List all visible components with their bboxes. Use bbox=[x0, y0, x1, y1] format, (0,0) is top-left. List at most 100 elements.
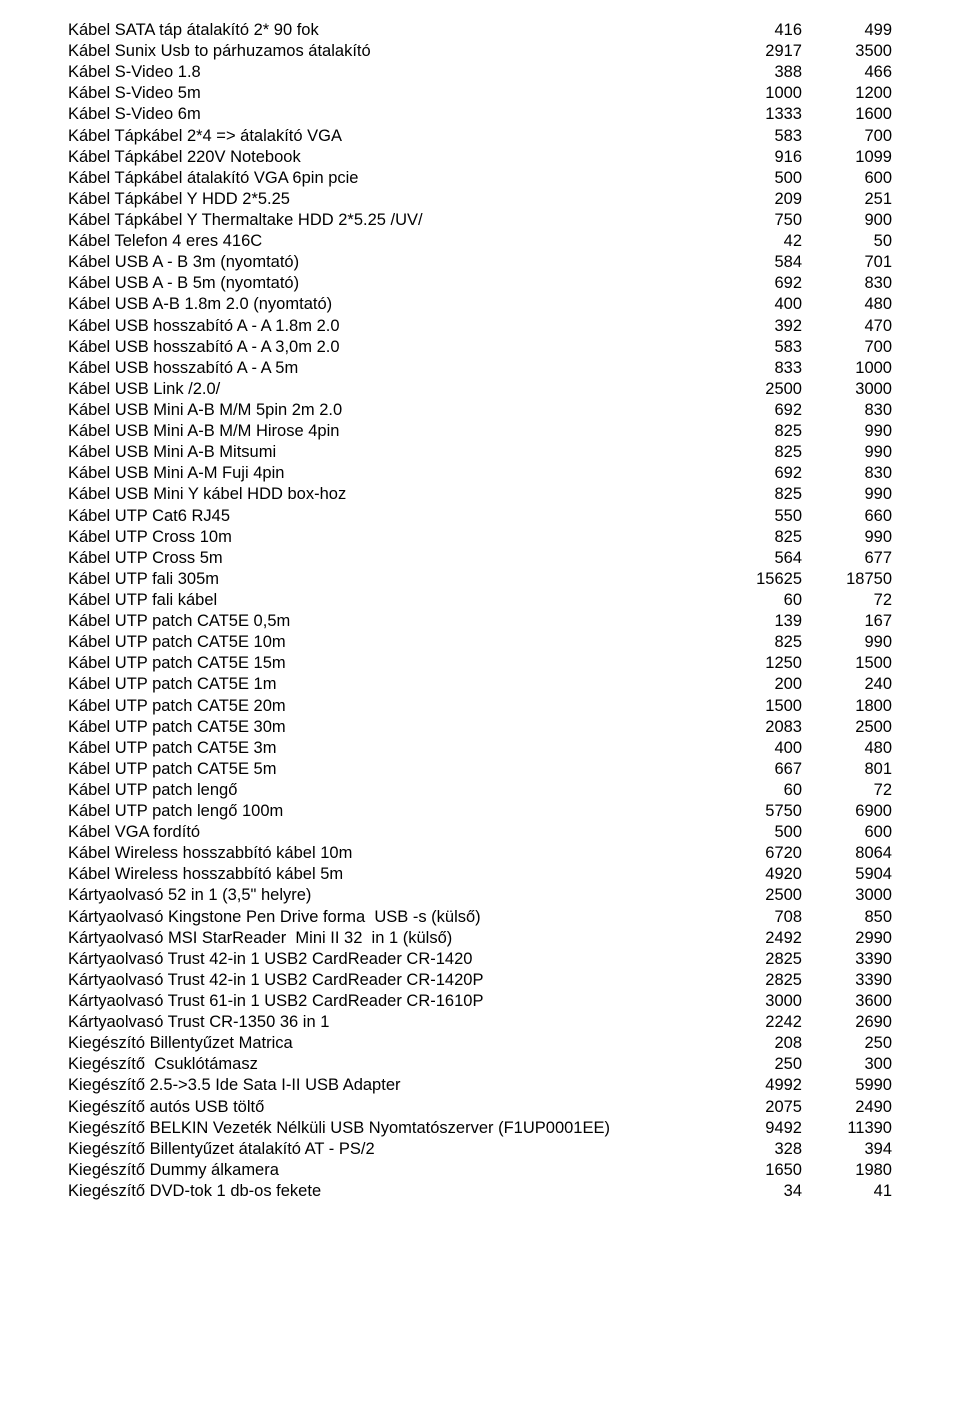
price-col-1: 388 bbox=[712, 62, 802, 83]
price-col-1: 2500 bbox=[712, 885, 802, 906]
price-col-2: 6900 bbox=[802, 801, 892, 822]
product-name: Kábel UTP patch CAT5E 15m bbox=[68, 653, 712, 674]
price-col-2: 700 bbox=[802, 126, 892, 147]
price-col-2: 251 bbox=[802, 189, 892, 210]
price-col-1: 2083 bbox=[712, 717, 802, 738]
price-col-1: 34 bbox=[712, 1181, 802, 1202]
table-row: Kiegészítő 2.5->3.5 Ide Sata I-II USB Ad… bbox=[68, 1075, 892, 1096]
price-col-1: 833 bbox=[712, 358, 802, 379]
table-row: Kártyaolvasó 52 in 1 (3,5" helyre)250030… bbox=[68, 885, 892, 906]
table-row: Kábel Tápkábel 220V Notebook9161099 bbox=[68, 147, 892, 168]
table-row: Kábel Tápkábel Y HDD 2*5.25209251 bbox=[68, 189, 892, 210]
table-row: Kiegészítő Billentyűzet átalakító AT - P… bbox=[68, 1139, 892, 1160]
price-col-1: 1250 bbox=[712, 653, 802, 674]
table-row: Kábel Wireless hosszabbító kábel 5m49205… bbox=[68, 864, 892, 885]
table-row: Kártyaolvasó Trust CR-1350 36 in 1224226… bbox=[68, 1012, 892, 1033]
product-name: Kártyaolvasó Kingstone Pen Drive forma U… bbox=[68, 907, 712, 928]
price-col-1: 250 bbox=[712, 1054, 802, 1075]
price-col-2: 499 bbox=[802, 20, 892, 41]
price-col-1: 4920 bbox=[712, 864, 802, 885]
table-row: Kábel USB hosszabító A - A 1.8m 2.039247… bbox=[68, 316, 892, 337]
product-name: Kábel Telefon 4 eres 416C bbox=[68, 231, 712, 252]
price-col-1: 1500 bbox=[712, 696, 802, 717]
table-row: Kábel S-Video 1.8388466 bbox=[68, 62, 892, 83]
price-col-1: 916 bbox=[712, 147, 802, 168]
price-col-2: 830 bbox=[802, 400, 892, 421]
price-col-1: 584 bbox=[712, 252, 802, 273]
product-name: Kiegészítő Csuklótámasz bbox=[68, 1054, 712, 1075]
price-col-1: 328 bbox=[712, 1139, 802, 1160]
price-col-1: 209 bbox=[712, 189, 802, 210]
price-col-2: 660 bbox=[802, 506, 892, 527]
table-row: Kábel VGA fordító500600 bbox=[68, 822, 892, 843]
price-col-2: 830 bbox=[802, 463, 892, 484]
product-name: Kábel Wireless hosszabbító kábel 5m bbox=[68, 864, 712, 885]
price-col-1: 825 bbox=[712, 442, 802, 463]
price-col-2: 18750 bbox=[802, 569, 892, 590]
price-col-2: 1800 bbox=[802, 696, 892, 717]
price-col-2: 466 bbox=[802, 62, 892, 83]
product-name: Kábel UTP patch CAT5E 30m bbox=[68, 717, 712, 738]
price-col-2: 5904 bbox=[802, 864, 892, 885]
price-col-1: 825 bbox=[712, 527, 802, 548]
product-name: Kártyaolvasó Trust 61-in 1 USB2 CardRead… bbox=[68, 991, 712, 1012]
price-col-1: 692 bbox=[712, 273, 802, 294]
price-col-1: 3000 bbox=[712, 991, 802, 1012]
price-col-1: 5750 bbox=[712, 801, 802, 822]
price-col-2: 41 bbox=[802, 1181, 892, 1202]
table-row: Kártyaolvasó Trust 42-in 1 USB2 CardRead… bbox=[68, 970, 892, 991]
product-name: Kábel USB Mini A-B M/M Hirose 4pin bbox=[68, 421, 712, 442]
table-row: Kiegészító Billentyűzet Matrica208250 bbox=[68, 1033, 892, 1054]
product-name: Kiegészító Billentyűzet Matrica bbox=[68, 1033, 712, 1054]
product-name: Kiegészítő Dummy álkamera bbox=[68, 1160, 712, 1181]
price-col-1: 825 bbox=[712, 632, 802, 653]
product-name: Kábel Wireless hosszabbító kábel 10m bbox=[68, 843, 712, 864]
table-row: Kártyaolvasó Kingstone Pen Drive forma U… bbox=[68, 907, 892, 928]
price-col-1: 2492 bbox=[712, 928, 802, 949]
product-name: Kábel UTP Cross 10m bbox=[68, 527, 712, 548]
price-col-2: 990 bbox=[802, 484, 892, 505]
price-col-1: 1650 bbox=[712, 1160, 802, 1181]
price-col-2: 480 bbox=[802, 738, 892, 759]
price-col-1: 1333 bbox=[712, 104, 802, 125]
price-list-page: Kábel SATA táp átalakító 2* 90 fok416499… bbox=[0, 0, 960, 1222]
product-name: Kábel USB Mini Y kábel HDD box-hoz bbox=[68, 484, 712, 505]
price-col-1: 583 bbox=[712, 126, 802, 147]
product-name: Kábel UTP patch CAT5E 3m bbox=[68, 738, 712, 759]
price-col-2: 1500 bbox=[802, 653, 892, 674]
price-col-1: 583 bbox=[712, 337, 802, 358]
price-col-2: 600 bbox=[802, 168, 892, 189]
price-col-1: 825 bbox=[712, 421, 802, 442]
product-name: Kábel USB A - B 5m (nyomtató) bbox=[68, 273, 712, 294]
table-row: Kiegészítő autós USB töltő20752490 bbox=[68, 1097, 892, 1118]
table-row: Kábel UTP Cross 10m825990 bbox=[68, 527, 892, 548]
product-name: Kábel UTP patch CAT5E 0,5m bbox=[68, 611, 712, 632]
price-col-1: 400 bbox=[712, 738, 802, 759]
price-col-2: 5990 bbox=[802, 1075, 892, 1096]
price-col-2: 394 bbox=[802, 1139, 892, 1160]
table-row: Kábel Tápkábel Y Thermaltake HDD 2*5.25 … bbox=[68, 210, 892, 231]
table-row: Kábel UTP fali kábel6072 bbox=[68, 590, 892, 611]
price-col-1: 4992 bbox=[712, 1075, 802, 1096]
price-col-2: 3000 bbox=[802, 885, 892, 906]
table-row: Kábel UTP patch CAT5E 3m400480 bbox=[68, 738, 892, 759]
price-col-2: 1600 bbox=[802, 104, 892, 125]
price-col-2: 990 bbox=[802, 421, 892, 442]
price-col-1: 564 bbox=[712, 548, 802, 569]
product-name: Kábel S-Video 5m bbox=[68, 83, 712, 104]
price-col-2: 600 bbox=[802, 822, 892, 843]
product-name: Kártyaolvasó 52 in 1 (3,5" helyre) bbox=[68, 885, 712, 906]
table-row: Kiegészítő Csuklótámasz250300 bbox=[68, 1054, 892, 1075]
table-row: Kábel USB Mini Y kábel HDD box-hoz825990 bbox=[68, 484, 892, 505]
table-row: Kiegészítő BELKIN Vezeték Nélküli USB Ny… bbox=[68, 1118, 892, 1139]
product-name: Kábel Sunix Usb to párhuzamos átalakító bbox=[68, 41, 712, 62]
table-row: Kábel Tápkábel 2*4 => átalakító VGA58370… bbox=[68, 126, 892, 147]
price-col-2: 470 bbox=[802, 316, 892, 337]
price-col-1: 2917 bbox=[712, 41, 802, 62]
product-name: Kábel SATA táp átalakító 2* 90 fok bbox=[68, 20, 712, 41]
price-col-2: 2490 bbox=[802, 1097, 892, 1118]
table-row: Kábel UTP patch CAT5E 1m200240 bbox=[68, 674, 892, 695]
price-col-1: 392 bbox=[712, 316, 802, 337]
price-col-2: 700 bbox=[802, 337, 892, 358]
table-row: Kábel S-Video 5m10001200 bbox=[68, 83, 892, 104]
